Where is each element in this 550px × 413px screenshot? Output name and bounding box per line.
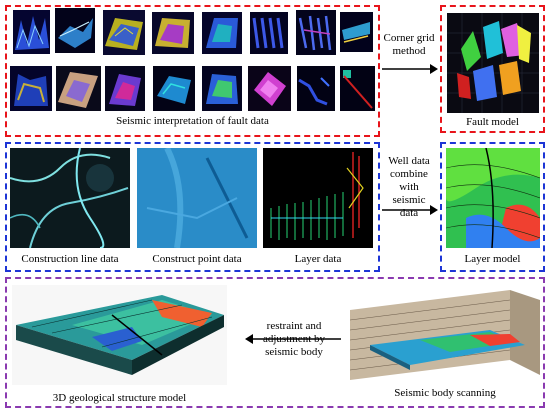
fault-slice-14 [248, 66, 291, 111]
seismic-interpretation-panel [5, 5, 380, 137]
layer-model-image [446, 148, 540, 248]
fault-slice-12 [153, 66, 195, 111]
construct-point-caption: Construct point data [152, 253, 242, 265]
fault-slice-10 [56, 66, 101, 111]
fault-slice-4 [152, 12, 194, 54]
construction-line-caption: Construction line data [21, 253, 119, 265]
layer-model-caption: Layer model [464, 253, 521, 265]
well-data-label: Well data combine with seismic data [388, 155, 430, 219]
fault-slice-15 [297, 66, 335, 111]
fault-slice-7 [296, 10, 336, 55]
fault-slice-11 [105, 66, 145, 111]
arrow-restraint [245, 334, 341, 344]
layer-data-image [263, 148, 373, 248]
arrow-corner-grid [382, 64, 438, 74]
fault-model-panel [440, 5, 545, 133]
seismic-body-image [350, 290, 540, 380]
layer-model-panel [440, 142, 545, 272]
fault-slice-13 [202, 66, 242, 111]
construct-point-image [137, 148, 257, 248]
structure-model-caption: 3D geological structure model [52, 392, 187, 404]
fault-slice-5 [202, 12, 242, 54]
construction-line-image [10, 148, 130, 248]
fault-model-image [447, 13, 539, 113]
fault-slice-8 [340, 12, 373, 52]
seismic-body-caption: Seismic body scanning [394, 387, 496, 399]
fault-model-caption: Fault model [466, 116, 519, 128]
seismic-interpretation-caption: Seismic interpretation of fault data [116, 115, 269, 127]
layer-data-caption: Layer data [294, 253, 342, 265]
fault-slice-2 [55, 8, 95, 53]
corner-grid-label: Corner grid method [383, 32, 435, 57]
layer-inputs-panel [5, 142, 380, 272]
fault-slice-6 [250, 12, 288, 54]
structure-model-image [12, 285, 227, 385]
fault-slice-3 [103, 10, 145, 55]
arrow-well-data [382, 205, 438, 215]
structure-model-panel [5, 277, 545, 408]
fault-slice-9 [10, 66, 52, 111]
fault-slice-16 [340, 66, 375, 111]
fault-slice-1 [13, 10, 50, 54]
